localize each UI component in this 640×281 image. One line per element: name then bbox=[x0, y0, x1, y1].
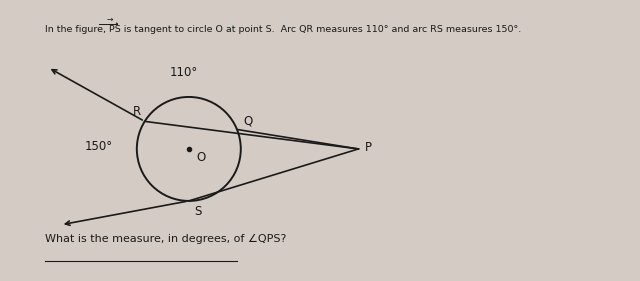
Text: R: R bbox=[132, 105, 141, 118]
Text: 150°: 150° bbox=[84, 140, 113, 153]
Text: 110°: 110° bbox=[170, 66, 198, 79]
Text: What is the measure, in degrees, of ∠QPS?: What is the measure, in degrees, of ∠QPS… bbox=[45, 234, 286, 244]
Text: S: S bbox=[194, 205, 201, 218]
Text: →: → bbox=[107, 15, 113, 24]
Text: P: P bbox=[364, 141, 371, 155]
Text: Q: Q bbox=[243, 114, 252, 128]
Text: O: O bbox=[197, 151, 206, 164]
Text: In the figure, PS is tangent to circle O at point S.  Arc QR measures 110° and a: In the figure, PS is tangent to circle O… bbox=[45, 25, 521, 34]
